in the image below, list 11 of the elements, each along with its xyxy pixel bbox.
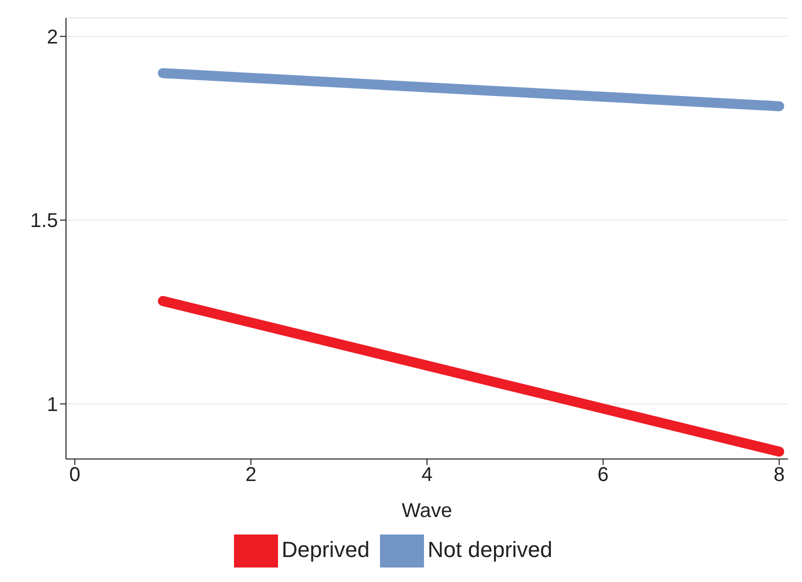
y-tick-label: 2 <box>46 26 58 48</box>
y-tick-label: 1 <box>46 394 58 416</box>
legend-label: Not deprived <box>428 536 552 562</box>
x-axis-title: Wave <box>402 500 452 522</box>
x-tick-label: 2 <box>245 464 256 486</box>
x-tick-label: 4 <box>421 464 433 486</box>
x-tick-label: 8 <box>774 464 785 486</box>
y-tick-label: 1.5 <box>30 210 58 232</box>
x-tick-label: 6 <box>598 464 609 486</box>
legend-label: Deprived <box>282 536 370 562</box>
x-tick-label: 0 <box>69 464 80 486</box>
